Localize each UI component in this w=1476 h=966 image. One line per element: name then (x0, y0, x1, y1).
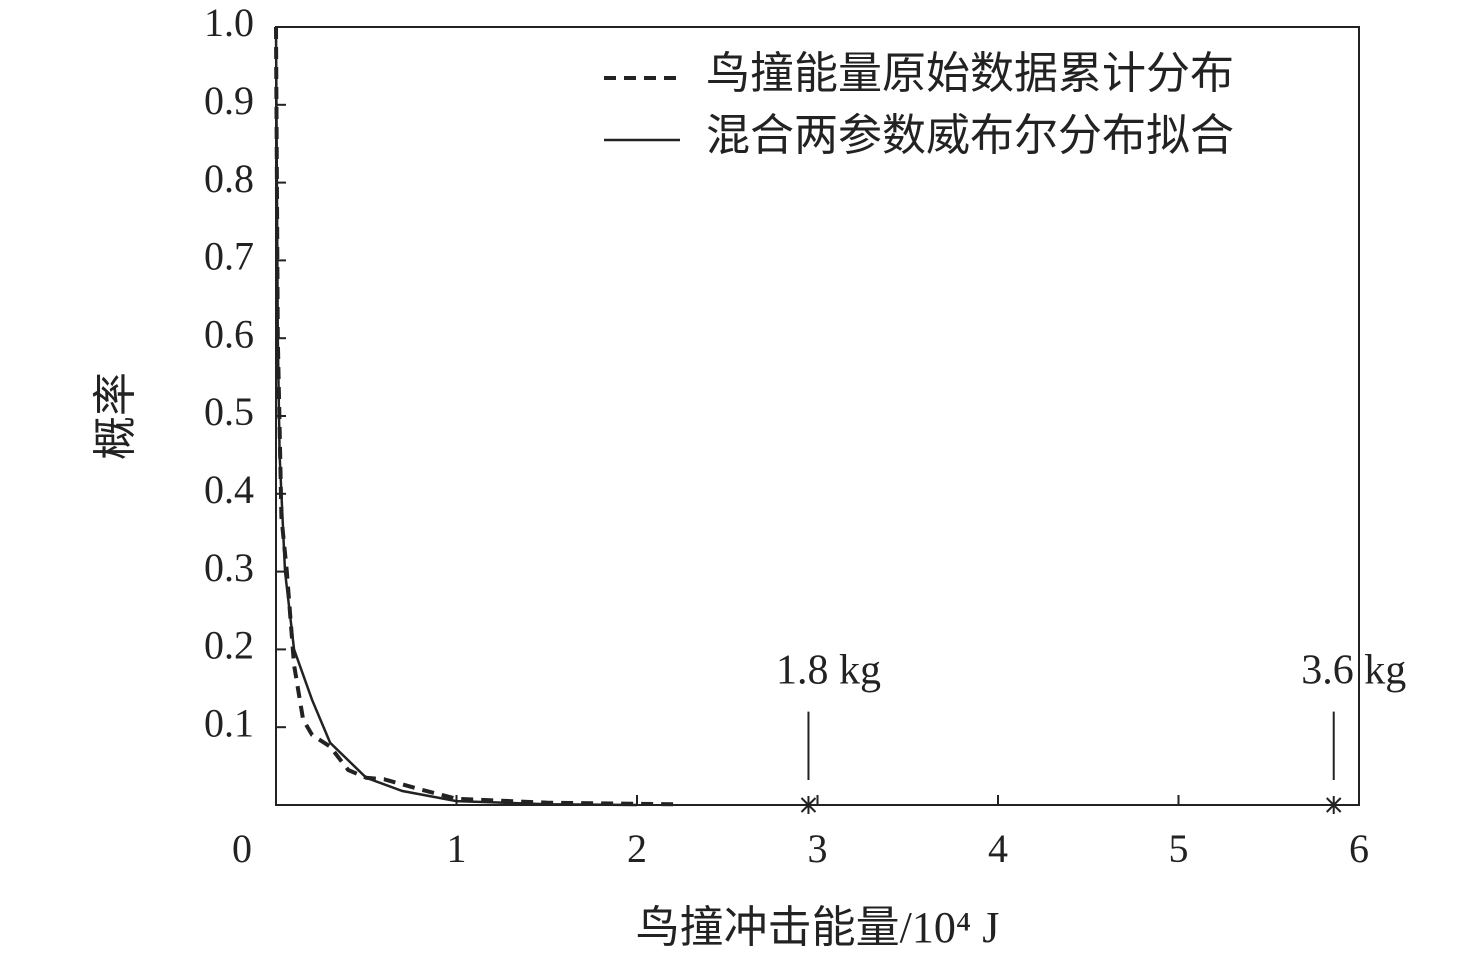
series-line (274, 26, 674, 807)
y-tick-label: 0.1 (204, 700, 254, 745)
y-tick-label: 0.7 (204, 234, 254, 279)
y-tick-label: 0.2 (204, 623, 254, 668)
y-tick-label: 0.3 (204, 545, 254, 590)
annotation-star (1326, 796, 1342, 814)
y-tick-label: 0.4 (204, 467, 254, 512)
series-line (274, 26, 638, 807)
x-tick-label: 5 (1169, 826, 1189, 871)
annotation-label: 1.8 kg (776, 647, 881, 693)
legend-label: 鸟撞能量原始数据累计分布 (706, 49, 1234, 98)
y-axis-title: 概率 (91, 372, 140, 460)
x-tick-label: 0 (232, 826, 252, 871)
y-tick-label: 1.0 (204, 0, 254, 45)
x-tick-label: 2 (627, 826, 647, 871)
x-tick-label: 6 (1349, 826, 1369, 871)
y-tick-label: 0.6 (204, 311, 254, 356)
y-tick-label: 0.9 (204, 78, 254, 123)
y-tick-label: 0.5 (204, 389, 254, 434)
y-tick-label: 0.8 (204, 156, 254, 201)
x-tick-label: 3 (808, 826, 828, 871)
legend-label: 混合两参数威布尔分布拟合 (706, 111, 1234, 160)
x-tick-label: 1 (447, 826, 467, 871)
annotation-label: 3.6 kg (1301, 647, 1406, 693)
x-axis-title: 鸟撞冲击能量/10⁴ J (636, 903, 1000, 952)
x-tick-label: 4 (988, 826, 1008, 871)
annotation-star (800, 796, 817, 814)
